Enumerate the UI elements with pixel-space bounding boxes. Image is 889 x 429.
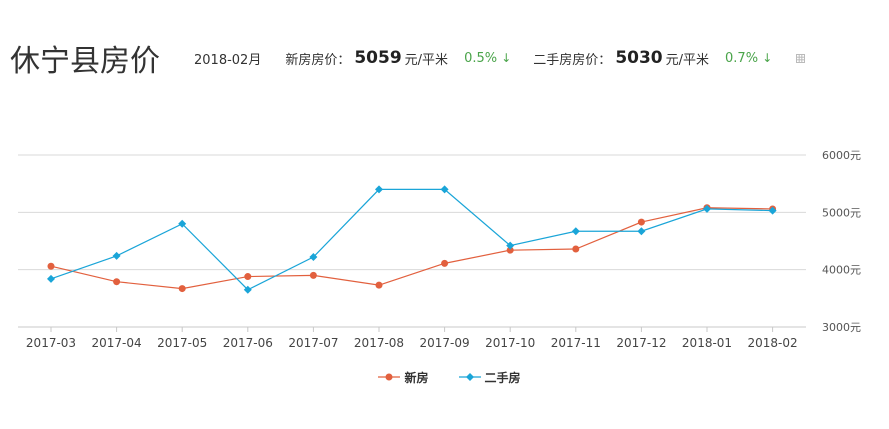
data-point-second (637, 227, 646, 236)
second-price-unit: 元/平米 (665, 52, 710, 68)
data-point-new (637, 218, 645, 226)
legend-label-second: 二手房 (484, 370, 521, 385)
diamond-marker-icon (458, 373, 481, 381)
x-tick-label: 2017-06 (223, 336, 273, 350)
data-point-second (309, 253, 318, 262)
data-point-second (243, 285, 252, 294)
legend-item-second[interactable]: 二手房 (458, 369, 521, 386)
second-price-value: 5030 (615, 48, 663, 68)
new-price-unit: 元/平米 (404, 52, 449, 68)
data-point-second (571, 227, 580, 236)
y-tick-label: 6000元 (822, 149, 861, 162)
page-title: 休宁县房价 (10, 44, 160, 79)
price-summary: 2018-02月 新房房价： 5059 元/平米 0.5% ↓ 二手房房价： 5… (194, 48, 806, 68)
series-line-new (50, 207, 773, 290)
x-tick-label: 2018-02 (748, 336, 798, 350)
x-tick-label: 2017-04 (92, 336, 142, 350)
new-price-value: 5059 (354, 48, 402, 68)
x-tick-label: 2018-01 (682, 336, 732, 350)
data-point-new (178, 285, 186, 293)
chart-legend: 新房 二手房 (0, 366, 889, 388)
x-tick-label: 2017-03 (26, 336, 76, 350)
x-tick-label: 2017-05 (157, 336, 207, 350)
down-arrow-icon: ↓ (762, 50, 773, 65)
down-arrow-icon: ↓ (501, 50, 512, 65)
data-point-second (768, 206, 777, 215)
second-price-label: 二手房房价： (533, 52, 612, 68)
data-point-new (572, 245, 580, 253)
data-point-second (375, 185, 383, 194)
data-point-new (244, 273, 252, 281)
second-price-change: 0.7% ↓ (725, 51, 772, 66)
x-tick-label: 2017-08 (354, 336, 404, 350)
circle-marker-icon (378, 373, 401, 381)
data-point-new (47, 262, 55, 270)
series-line-second (50, 188, 773, 291)
legend-label-new: 新房 (404, 370, 429, 385)
new-change-value: 0.5% (464, 50, 498, 66)
period-date: 2018-02月 (194, 52, 262, 68)
data-point-new (375, 281, 383, 289)
second-change-value: 0.7% (725, 50, 759, 66)
legend-item-new[interactable]: 新房 (378, 369, 429, 386)
data-point-new (441, 259, 449, 267)
new-price-change: 0.5% ↓ (464, 51, 511, 66)
data-point-second (112, 251, 121, 260)
data-point-new (506, 246, 514, 254)
x-tick-label: 2017-09 (420, 336, 470, 350)
page-header: 休宁县房价 2018-02月 新房房价： 5059 元/平米 0.5% ↓ 二手… (10, 36, 806, 80)
data-point-second (47, 274, 55, 283)
y-tick-label: 5000元 (822, 206, 861, 219)
x-tick-label: 2017-10 (485, 336, 535, 350)
data-point-second (506, 241, 515, 250)
y-tick-label: 4000元 (822, 264, 861, 277)
x-tick-label: 2017-11 (551, 336, 601, 350)
data-point-second (440, 185, 449, 194)
y-tick-label: 3000元 (822, 321, 861, 334)
data-point-second (178, 219, 187, 228)
x-tick-label: 2017-12 (616, 336, 666, 350)
data-point-new (113, 278, 121, 286)
x-tick-label: 2017-07 (288, 336, 338, 350)
data-point-second (703, 204, 711, 213)
new-price-label: 新房房价： (285, 52, 351, 68)
data-point-new (309, 271, 317, 279)
table-icon[interactable] (796, 53, 806, 63)
